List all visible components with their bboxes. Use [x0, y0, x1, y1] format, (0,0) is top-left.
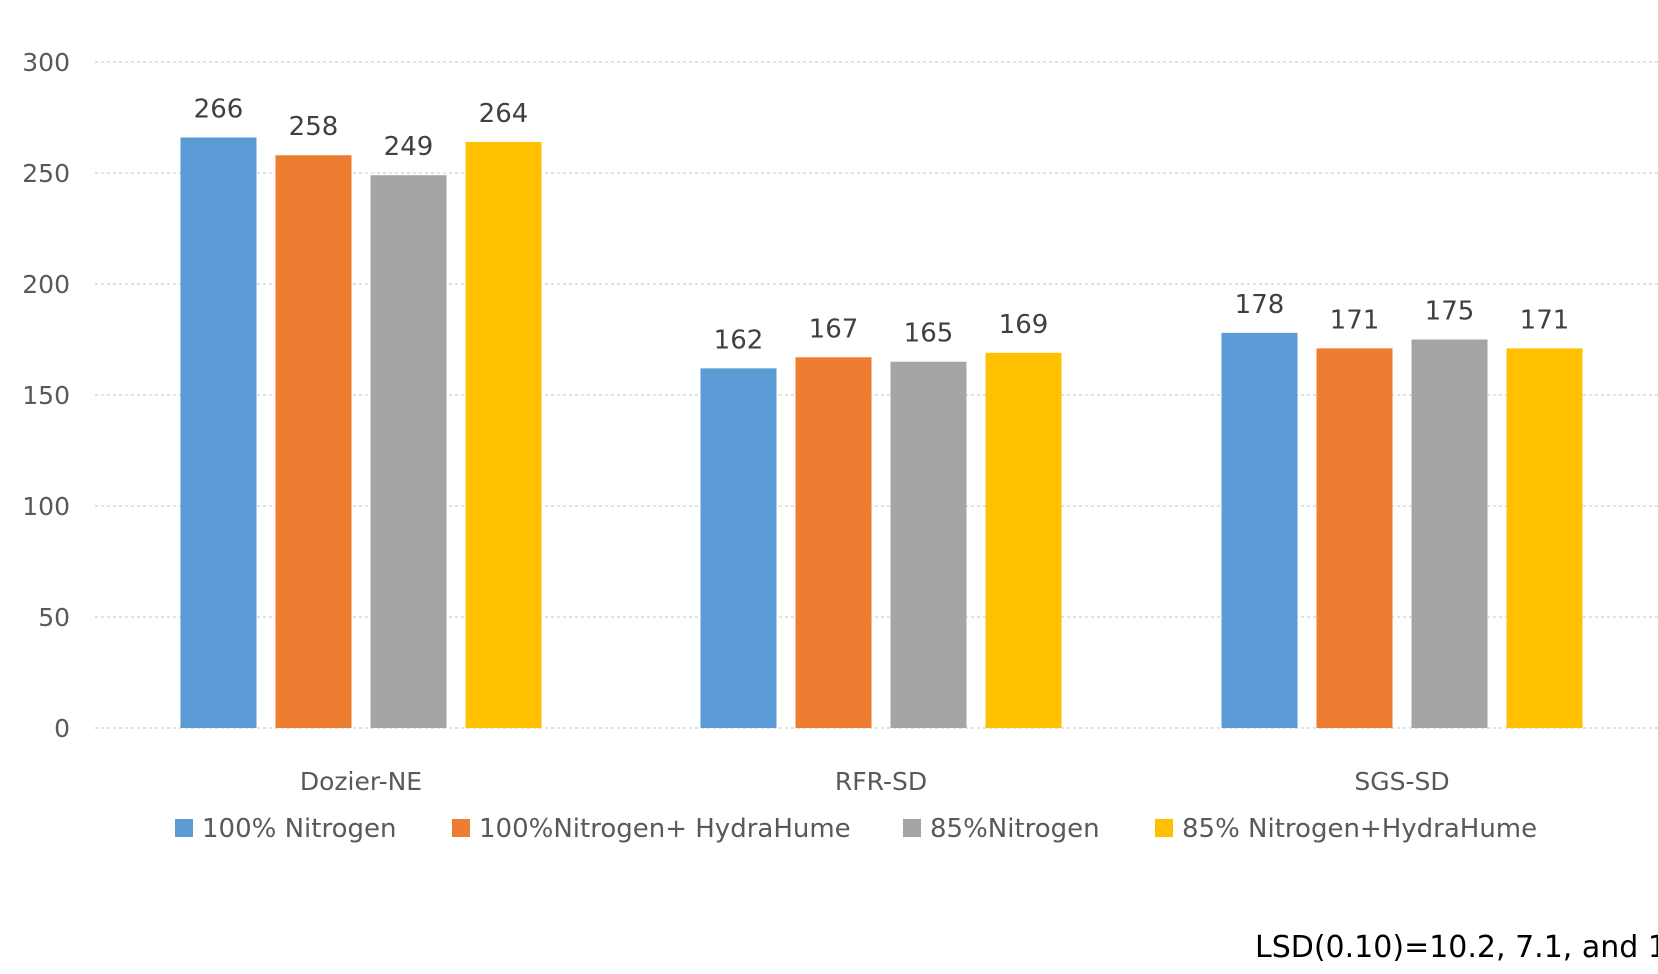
data-label: 266	[194, 94, 244, 124]
data-labels: 266 162 178 258 167 171 249 165 175 264 169 171	[194, 94, 1570, 355]
y-tick-label: 50	[38, 603, 70, 632]
legend-entry: 85% Nitrogen+HydraHume	[1182, 814, 1537, 844]
y-tick-label: 200	[22, 270, 70, 299]
bar-4-rfr-sd	[985, 352, 1062, 728]
data-label: 171	[1520, 305, 1570, 335]
data-label: 258	[289, 112, 339, 142]
data-label: 169	[999, 310, 1049, 340]
x-axis-categories: Dozier-NE RFR-SD SGS-SD	[300, 767, 1450, 796]
data-label: 178	[1235, 290, 1285, 320]
x-category-label: Dozier-NE	[300, 767, 422, 796]
y-tick-label: 300	[22, 48, 70, 77]
bar-3-rfr-sd	[890, 361, 967, 728]
legend-swatch	[1155, 819, 1173, 837]
gridlines	[95, 61, 1658, 729]
data-label: 162	[714, 325, 764, 355]
data-label: 175	[1425, 297, 1475, 327]
data-label: 264	[479, 99, 529, 129]
legend-swatch	[452, 819, 470, 837]
y-axis-ticks: 0 50 100 150 200 250 300	[22, 48, 70, 743]
bar-1-dozier-ne	[180, 137, 257, 729]
y-tick-label: 250	[22, 159, 70, 188]
legend: 100% Nitrogen 100%Nitrogen+ HydraHume 85%N…	[175, 814, 1537, 844]
bar-4-sgs-sd	[1506, 348, 1583, 728]
data-label: 171	[1330, 305, 1380, 335]
bars	[180, 137, 1583, 729]
bar-2-sgs-sd	[1316, 348, 1393, 728]
bar-2-dozier-ne	[275, 155, 352, 729]
data-label: 165	[904, 319, 954, 349]
y-tick-label: 150	[22, 381, 70, 410]
x-category-label: SGS-SD	[1354, 767, 1449, 796]
legend-entry: 100% Nitrogen	[202, 814, 396, 844]
bar-4-dozier-ne	[465, 141, 542, 729]
legend-entry: 85%Nitrogen	[930, 814, 1100, 844]
legend-swatch	[903, 819, 921, 837]
bar-3-dozier-ne	[370, 175, 447, 729]
legend-entry: 100%Nitrogen+ HydraHume	[479, 814, 851, 844]
x-category-label: RFR-SD	[835, 767, 927, 796]
lsd-annotation: LSD(0.10)=10.2, 7.1, and 11	[1255, 930, 1658, 965]
y-tick-label: 100	[22, 492, 70, 521]
data-label: 167	[809, 314, 859, 344]
y-tick-label: 0	[54, 714, 70, 743]
bar-3-sgs-sd	[1411, 339, 1488, 728]
legend-swatch	[175, 819, 193, 837]
data-label: 249	[384, 132, 434, 162]
bar-2-rfr-sd	[795, 357, 872, 728]
bar-1-rfr-sd	[700, 368, 777, 728]
bar-1-sgs-sd	[1221, 332, 1298, 728]
